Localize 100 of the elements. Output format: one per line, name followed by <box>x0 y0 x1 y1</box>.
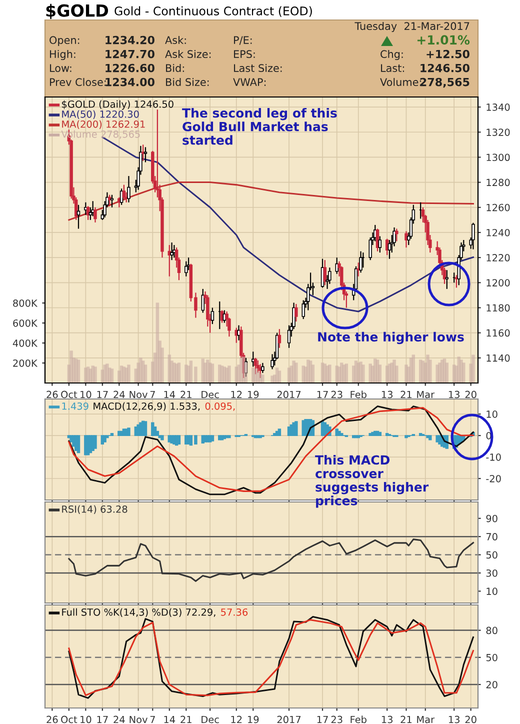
text: EPS: <box>234 50 255 58</box>
candlestick <box>378 236 382 254</box>
candlestick <box>388 239 392 260</box>
bar <box>258 435 262 438</box>
x-tick-label: 23 <box>331 716 342 724</box>
y-tick-label: 10 <box>486 588 498 596</box>
candlestick <box>287 324 291 348</box>
text: P/E: <box>234 36 252 45</box>
y-tick-label: 20 <box>486 680 498 688</box>
y-tick-label: 90 <box>486 514 498 522</box>
x-tick-label: Feb <box>350 716 366 724</box>
x-tick-label: 17 <box>317 390 328 398</box>
candlestick <box>278 328 282 348</box>
bar <box>428 360 432 383</box>
text: Bid: <box>166 64 184 72</box>
y2-tick-label: 800K <box>13 299 38 307</box>
candlestick <box>144 146 148 163</box>
bar <box>177 362 181 383</box>
bar <box>404 435 408 438</box>
candlestick <box>335 257 338 274</box>
bar <box>294 362 298 383</box>
bar <box>338 430 341 436</box>
text: 0.095, <box>205 402 235 411</box>
candlestick <box>127 175 130 203</box>
x-tick-label: 21 <box>400 716 412 724</box>
bar <box>76 435 80 454</box>
candlestick <box>270 354 274 370</box>
y-tick-label: -20 <box>486 474 501 482</box>
x-tick-label: 26 <box>46 716 58 724</box>
bar <box>210 435 214 442</box>
candlestick <box>76 204 80 230</box>
bar <box>127 428 130 436</box>
chart-title: $GOLD Gold - Continuous Contract (EOD) <box>46 4 312 20</box>
x-tick-label: 13 <box>382 390 392 398</box>
candlestick <box>302 300 305 320</box>
candlestick <box>170 242 174 261</box>
x-tick-label: 7 <box>150 716 155 724</box>
y-tick-label: 1260 <box>486 204 510 212</box>
bar <box>110 368 114 383</box>
x-tick-label: 2017 <box>277 390 301 398</box>
y-tick-label: 1160 <box>486 329 510 337</box>
x-tick-label: 12 <box>231 390 242 398</box>
y-tick-label: 70 <box>486 533 498 540</box>
y-tick-label: 80 <box>486 626 498 634</box>
x-tick-label: 17 <box>317 716 328 724</box>
x-tick-label: 24 <box>114 390 125 398</box>
bar <box>106 435 109 438</box>
legend-label: Full STO %K(14,3) %D(3) 72.29, <box>62 608 216 617</box>
y-tick-label: 50 <box>486 551 498 559</box>
x-tick-label: Dec <box>202 390 219 398</box>
y-tick-label: 1200 <box>486 279 510 286</box>
legend-label: MA(50) 1220.30 <box>62 110 139 119</box>
bar <box>328 364 332 383</box>
text: 278,565 <box>420 78 470 88</box>
bar <box>177 435 181 445</box>
y-tick-label: 10 <box>486 410 498 418</box>
candlestick <box>359 250 362 274</box>
x-tick-label: 20 <box>465 716 476 724</box>
y-tick-label: -10 <box>486 454 501 461</box>
text: 1234.20 <box>106 36 154 44</box>
x-tick-label: 24 <box>114 716 125 724</box>
y2-tick-label: 400K <box>12 339 38 347</box>
x-tick-label: Oct <box>61 390 78 398</box>
y-tick-label: 50 <box>486 654 498 662</box>
legend-label: $GOLD (Daily) 1246.50 <box>62 100 174 110</box>
y-tick-label: 1340 <box>486 104 510 111</box>
text: 57.36 <box>221 608 248 616</box>
candlestick <box>323 260 327 286</box>
x-tick-label: 2017 <box>277 716 301 724</box>
text: Bid Size: <box>166 78 209 86</box>
candlestick <box>294 303 298 322</box>
candlestick <box>395 228 398 242</box>
x-tick-label: 17 <box>97 716 108 724</box>
bar <box>428 435 432 440</box>
x-tick-label: 14 <box>164 716 176 724</box>
candlestick <box>210 307 214 325</box>
x-tick-label: 26 <box>46 390 58 398</box>
candlestick <box>404 230 408 248</box>
candlestick <box>108 194 112 207</box>
y-tick-label: 1240 <box>486 228 510 236</box>
text: 1246.50 <box>420 64 470 72</box>
x-tick-label: 23 <box>331 390 342 398</box>
bar <box>110 432 114 436</box>
bar <box>395 366 398 383</box>
x-tick-label: Oct <box>61 716 78 724</box>
text: Ask: <box>165 36 186 44</box>
bar <box>160 435 164 440</box>
bar <box>335 428 338 436</box>
x-tick-label: Mar <box>417 716 435 724</box>
text: Volume: <box>380 78 422 86</box>
annotation: Note the higher lows <box>318 332 464 344</box>
x-tick-label: 12 <box>231 716 242 724</box>
bar <box>462 362 466 383</box>
bar <box>278 428 282 436</box>
bar <box>127 364 130 383</box>
bar <box>228 366 231 383</box>
x-tick-label: 10 <box>80 716 92 724</box>
candlestick <box>184 260 188 277</box>
y-tick-label: 1220 <box>486 254 510 262</box>
x-tick-label: 20 <box>465 390 476 398</box>
